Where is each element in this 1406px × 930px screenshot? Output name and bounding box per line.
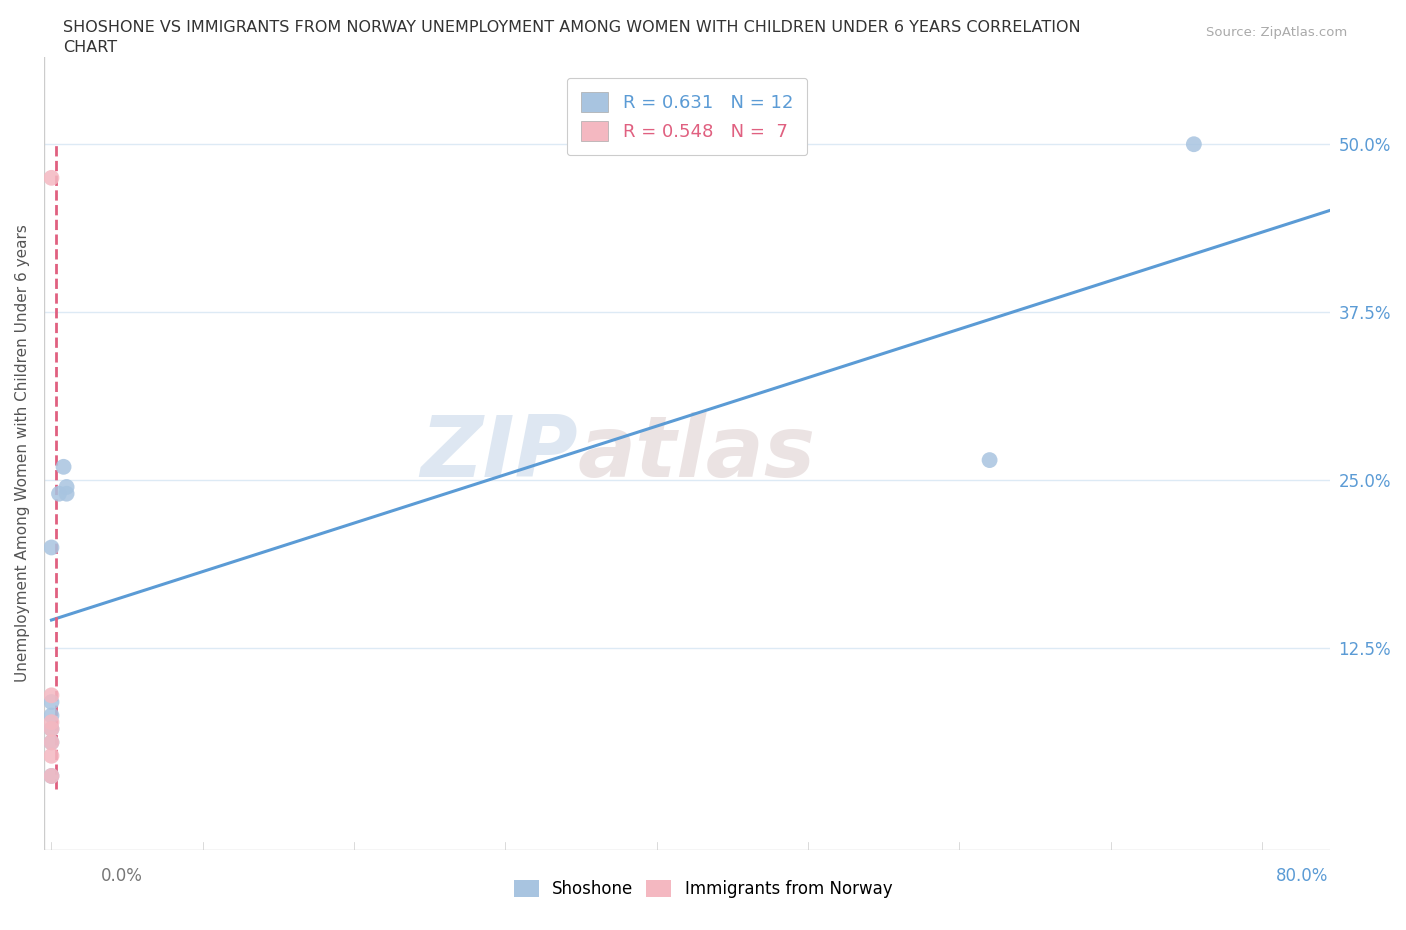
Text: CHART: CHART [63, 40, 117, 55]
Text: 80.0%: 80.0% [1277, 867, 1329, 885]
Point [48, 486, 70, 501]
Point [979, 453, 1001, 468]
Text: Source: ZipAtlas.com: Source: ZipAtlas.com [1206, 26, 1347, 39]
Point [41, 735, 63, 750]
Point [55, 480, 77, 495]
Point [41, 695, 63, 710]
Point [1182, 137, 1205, 152]
Y-axis label: Unemployment Among Women with Children Under 6 years: Unemployment Among Women with Children U… [15, 224, 30, 683]
Point [41, 722, 63, 737]
Text: atlas: atlas [578, 412, 815, 495]
Point [41, 708, 63, 723]
Text: ZIP: ZIP [420, 412, 578, 495]
Legend: R = 0.631   N = 12, R = 0.548   N =  7: R = 0.631 N = 12, R = 0.548 N = 7 [567, 78, 807, 155]
Point [41, 768, 63, 783]
Point [41, 715, 63, 730]
Point [41, 170, 63, 185]
Point [41, 749, 63, 764]
Point [41, 735, 63, 750]
Text: SHOSHONE VS IMMIGRANTS FROM NORWAY UNEMPLOYMENT AMONG WOMEN WITH CHILDREN UNDER : SHOSHONE VS IMMIGRANTS FROM NORWAY UNEMP… [63, 20, 1081, 35]
Point [41, 768, 63, 783]
Text: 0.0%: 0.0% [101, 867, 143, 885]
Point [52, 459, 75, 474]
Point [41, 688, 63, 703]
Point [55, 486, 77, 501]
Legend: Shoshone, Immigrants from Norway: Shoshone, Immigrants from Norway [508, 873, 898, 905]
Point [41, 540, 63, 555]
Point [41, 722, 63, 737]
